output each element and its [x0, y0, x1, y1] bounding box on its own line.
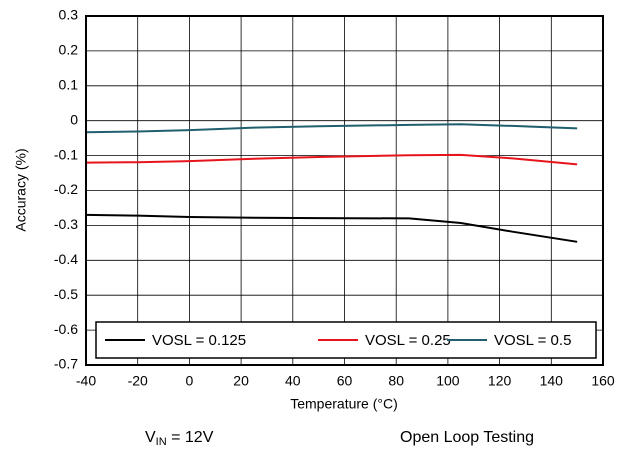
y-tick-label: -0.6	[54, 321, 78, 337]
series-line	[85, 123, 578, 134]
x-tick-label: 20	[233, 373, 249, 389]
plot-border	[85, 15, 604, 366]
series-line	[85, 213, 578, 243]
legend-label: VOSL = 0.25	[365, 332, 451, 349]
y-tick-label: -0.7	[54, 356, 78, 372]
condition-symbol: V	[145, 429, 156, 446]
condition: VIN = 12V	[145, 429, 214, 448]
y-tick-label: -0.2	[54, 181, 78, 197]
x-tick-label: -20	[128, 373, 148, 389]
legend-label: VOSL = 0.125	[152, 332, 246, 349]
x-tick-label: 60	[337, 373, 353, 389]
x-tick-label: 120	[488, 373, 512, 389]
x-tick-label: 160	[591, 373, 615, 389]
condition-subscript: IN	[156, 436, 167, 448]
y-tick-label: 0.3	[59, 7, 79, 23]
x-tick-label: 140	[540, 373, 564, 389]
y-tick-label: 0.1	[59, 77, 79, 93]
note: Open Loop Testing	[400, 429, 534, 446]
y-axis-label: Accuracy (%)	[13, 148, 29, 231]
y-tick-label: -0.5	[54, 286, 78, 302]
y-tick-label: -0.3	[54, 216, 78, 232]
series-line	[85, 153, 578, 166]
y-tick-label: -0.4	[54, 251, 78, 267]
y-tick-label: 0.2	[59, 42, 79, 58]
x-axis-label: Temperature (°C)	[290, 396, 398, 412]
x-tick-label: 100	[436, 373, 460, 389]
y-tick-label: -0.1	[54, 146, 78, 162]
y-tick-label: 0	[70, 111, 78, 127]
legend-label: VOSL = 0.5	[494, 332, 571, 349]
x-tick-label: 0	[186, 373, 194, 389]
condition-text: = 12V	[167, 429, 214, 446]
x-tick-label: 80	[388, 373, 404, 389]
x-tick-label: 40	[285, 373, 301, 389]
x-tick-label: -40	[76, 373, 96, 389]
